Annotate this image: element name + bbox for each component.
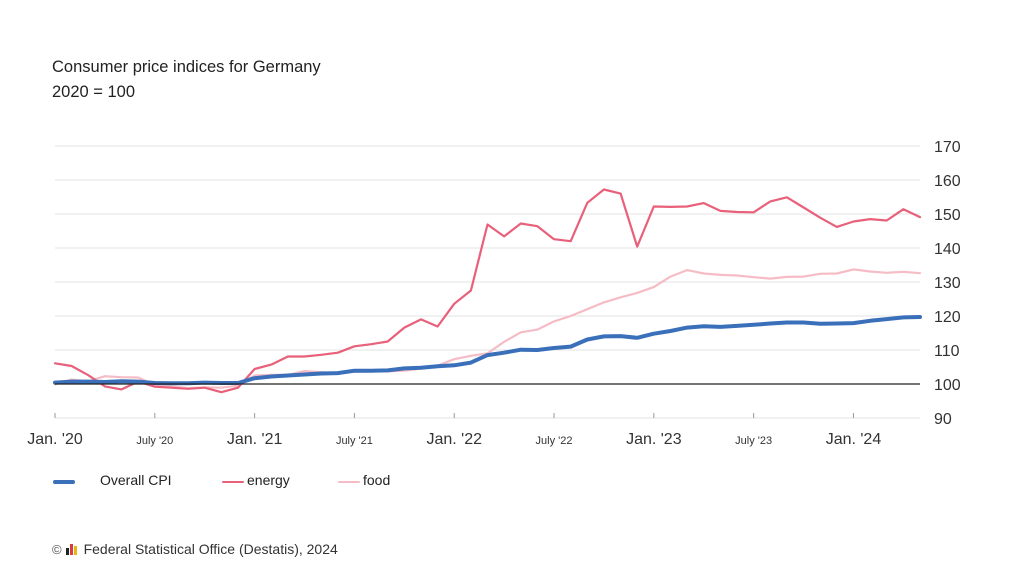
y-tick-label-150: 150 (934, 207, 961, 224)
source-text: Federal Statistical Office (Destatis), 2… (83, 541, 338, 557)
legend-swatch-food (338, 481, 360, 483)
series-line-food (53, 268, 922, 390)
x-tick-label-8: Jan. '24 (826, 431, 882, 448)
x-tick-label-7: July '23 (735, 435, 772, 447)
source-note: © Federal Statistical Office (Destatis),… (52, 541, 338, 557)
legend-label-food[interactable]: food (363, 472, 391, 488)
y-tick-label-110: 110 (934, 343, 960, 360)
legend-swatch-energy (222, 481, 244, 483)
series-line-cpi (53, 315, 922, 386)
y-tick-label-120: 120 (934, 309, 961, 326)
x-tick-label-6: Jan. '23 (626, 431, 682, 448)
legend-swatch-cpi (53, 480, 75, 484)
legend-label-cpi[interactable]: Overall CPI (100, 472, 172, 488)
y-tick-label-130: 130 (934, 275, 961, 292)
x-tick-label-3: July '21 (336, 435, 373, 447)
x-tick-label-1: July '20 (136, 435, 173, 447)
legend-label-energy[interactable]: energy (247, 472, 290, 488)
x-tick-label-0: Jan. '20 (27, 431, 83, 448)
copyright-icon: © (52, 541, 62, 557)
x-tick-label-2: Jan. '21 (227, 431, 283, 448)
y-tick-label-90: 90 (934, 411, 952, 428)
chart-subtitle: 2020 = 100 (52, 83, 136, 101)
y-tick-label-160: 160 (934, 173, 961, 190)
x-tick-label-5: July '22 (536, 435, 573, 447)
series-line-energy (53, 188, 922, 394)
chart-title: Consumer price indices for Germany (52, 58, 321, 76)
y-tick-label-100: 100 (934, 377, 961, 394)
line-chart: 90 100 110 120 130 140 150 160 170 Jan. '20 July '… (27, 139, 961, 448)
y-tick-label-170: 170 (934, 139, 961, 156)
destatis-logo-icon (65, 543, 77, 555)
x-tick-label-4: Jan. '22 (426, 431, 482, 448)
y-tick-label-140: 140 (934, 241, 961, 258)
